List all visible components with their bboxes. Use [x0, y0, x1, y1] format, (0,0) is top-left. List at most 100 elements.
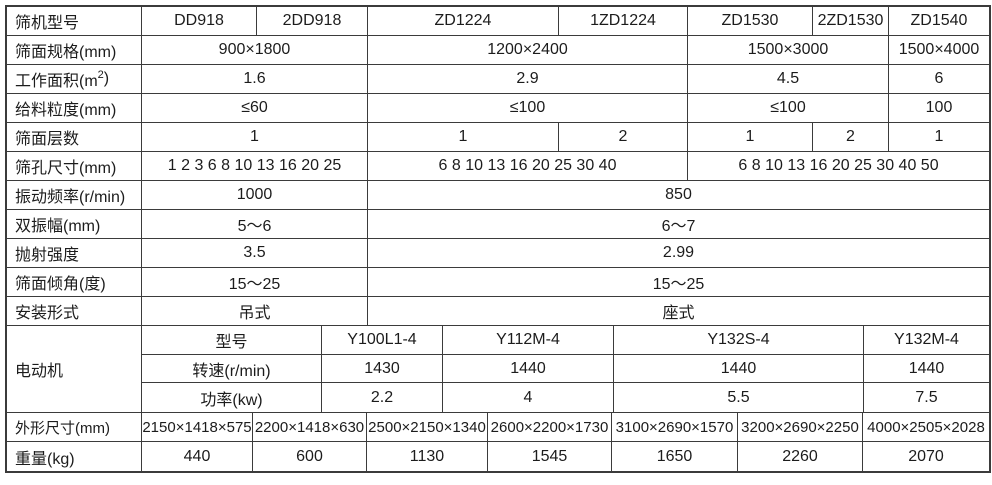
table-cell: 15～25	[142, 268, 368, 296]
table-cell: 吊式	[142, 297, 368, 325]
row-label: 筛面倾角(度)	[7, 268, 142, 296]
table-cell: ZD1224	[368, 7, 559, 35]
table-cell: 2ZD1530	[813, 7, 889, 35]
table-cell: 1	[368, 123, 559, 151]
table-cell: 3200×2690×2250	[738, 413, 863, 441]
row-motor-speed: 转速(r/min) 1430 1440 1440 1440	[142, 354, 989, 384]
row-label-text: )	[103, 70, 110, 87]
table-cell: 2500×2150×1340	[367, 413, 488, 441]
table-cell: 900×1800	[142, 36, 368, 64]
row-label: 重量(kg)	[7, 442, 142, 471]
table-cell: 100	[925, 99, 953, 116]
row-dimensions: 外形尺寸(mm) 2150×1418×575 2200×1418×630 250…	[7, 413, 989, 442]
table-cell: 座式	[662, 305, 695, 322]
table-cell: 1500×3000	[688, 36, 889, 64]
machine-spec-table: 筛机型号 DD918 2DD918 ZD1224 1ZD1224 ZD1530 …	[5, 5, 991, 473]
row-label-sup: 2	[97, 69, 104, 81]
table-cell: Y132M-4	[894, 330, 959, 348]
table-cell: 2200×1418×630	[253, 413, 367, 441]
table-cell: 1200×2400	[368, 36, 688, 64]
sub-row-label: 功率(kw)	[142, 383, 322, 412]
table-cell: 600	[253, 442, 367, 471]
table-cell: ≤100	[368, 94, 688, 122]
table-cell: 5～6	[142, 210, 368, 238]
table-cell: 2600×2200×1730	[488, 413, 612, 441]
table-cell: 1000	[142, 181, 368, 209]
table-cell: 1440	[614, 354, 864, 383]
row-label: 筛机型号	[7, 7, 142, 35]
table-cell: 6 8 10 13 16 20 25 30 40 50	[738, 157, 939, 174]
table-cell: 3.5	[142, 239, 368, 267]
table-cell: 3100×2690×1570	[612, 413, 738, 441]
table-cell: 2.2	[322, 383, 443, 412]
row-motor-model: 型号 Y100L1-4 Y112M-4 Y132S-4 Y132M-4	[142, 326, 989, 355]
table-cell: 4	[443, 383, 614, 412]
table-cell: 2150×1418×575	[142, 413, 253, 441]
table-cell: 1500×4000	[898, 41, 980, 58]
table-cell: 7.5	[915, 388, 938, 406]
row-label: 筛面层数	[7, 123, 142, 151]
table-cell: 1130	[367, 442, 488, 471]
table-cell: 1440	[908, 359, 945, 377]
sub-row-label: 转速(r/min)	[142, 354, 322, 383]
row-label: 安装形式	[7, 297, 142, 325]
table-cell: 1545	[488, 442, 612, 471]
table-cell: 15～25	[652, 276, 705, 293]
table-cell: 6	[934, 70, 944, 87]
table-cell: 1.6	[142, 65, 368, 93]
table-cell: 440	[142, 442, 253, 471]
table-cell: 1ZD1224	[559, 7, 688, 35]
row-install: 安装形式 吊式 座式	[7, 297, 989, 326]
row-label: 外形尺寸(mm)	[7, 413, 142, 441]
table-cell: Y112M-4	[443, 326, 614, 354]
table-cell: Y100L1-4	[322, 326, 443, 354]
row-frequency: 振动频率(r/min) 1000 850	[7, 181, 989, 210]
row-amplitude: 双振幅(mm) 5～6 6～7	[7, 210, 989, 239]
table-cell: 6～7	[661, 218, 696, 235]
row-layers: 筛面层数 1 1 2 1 2 1	[7, 123, 989, 152]
row-label: 电动机	[7, 326, 142, 412]
table-cell: 4000×2505×2028	[867, 418, 985, 436]
table-cell: 1	[142, 123, 368, 151]
row-motor-power: 功率(kw) 2.2 4 5.5 7.5	[142, 383, 989, 412]
row-label: 工作面积(m 2)	[7, 65, 142, 93]
row-machine-model: 筛机型号 DD918 2DD918 ZD1224 1ZD1224 ZD1530 …	[7, 7, 989, 36]
table-cell: 1	[934, 128, 944, 145]
row-label: 筛孔尺寸(mm)	[7, 152, 142, 180]
table-cell: 2.99	[662, 244, 695, 261]
table-cell: 2	[559, 123, 688, 151]
row-incline: 筛面倾角(度) 15～25 15～25	[7, 268, 989, 297]
table-cell: 1440	[443, 354, 614, 383]
row-weight: 重量(kg) 440 600 1130 1545 1650 2260 2070	[7, 442, 989, 471]
row-mesh-size: 筛孔尺寸(mm) 1 2 3 6 8 10 13 16 20 25 6 8 10…	[7, 152, 989, 181]
table-cell: 2070	[908, 447, 944, 465]
table-cell: 1650	[612, 442, 738, 471]
table-cell: 6 8 10 13 16 20 25 30 40	[368, 152, 688, 180]
motor-subtable: 型号 Y100L1-4 Y112M-4 Y132S-4 Y132M-4 转速(r…	[142, 326, 989, 412]
row-label: 振动频率(r/min)	[7, 181, 142, 209]
table-cell: 2260	[738, 442, 863, 471]
row-screen-spec: 筛面规格(mm) 900×1800 1200×2400 1500×3000 15…	[7, 36, 989, 65]
sub-row-label: 型号	[142, 326, 322, 354]
row-label: 筛面规格(mm)	[7, 36, 142, 64]
table-cell: 1	[688, 123, 813, 151]
table-cell: 2DD918	[257, 7, 368, 35]
row-label-text: 工作面积(m	[15, 73, 98, 90]
row-label: 抛射强度	[7, 239, 142, 267]
table-cell: 1 2 3 6 8 10 13 16 20 25	[142, 152, 368, 180]
table-cell: 2	[813, 123, 889, 151]
table-cell: 5.5	[614, 383, 864, 412]
table-cell: ≤60	[142, 94, 368, 122]
row-throw-intensity: 抛射强度 3.5 2.99	[7, 239, 989, 268]
row-label: 双振幅(mm)	[7, 210, 142, 238]
motor-section: 电动机 型号 Y100L1-4 Y112M-4 Y132S-4 Y132M-4 …	[7, 326, 989, 413]
table-cell: DD918	[142, 7, 257, 35]
row-label: 给料粒度(mm)	[7, 94, 142, 122]
table-cell: ≤100	[688, 94, 889, 122]
table-cell: ZD1530	[688, 7, 813, 35]
table-cell: 4.5	[688, 65, 889, 93]
table-cell: ZD1540	[910, 12, 968, 29]
table-cell: 2.9	[368, 65, 688, 93]
row-work-area: 工作面积(m 2) 1.6 2.9 4.5 6	[7, 65, 989, 94]
table-cell: Y132S-4	[614, 326, 864, 354]
